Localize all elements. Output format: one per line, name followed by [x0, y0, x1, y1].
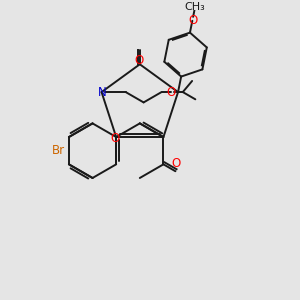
- Text: CH₃: CH₃: [184, 2, 206, 12]
- Text: N: N: [98, 85, 106, 99]
- Text: O: O: [110, 132, 119, 145]
- Text: O: O: [135, 54, 144, 67]
- Text: Br: Br: [52, 144, 64, 157]
- Text: O: O: [166, 85, 176, 99]
- Text: O: O: [188, 14, 197, 27]
- Text: O: O: [171, 157, 181, 170]
